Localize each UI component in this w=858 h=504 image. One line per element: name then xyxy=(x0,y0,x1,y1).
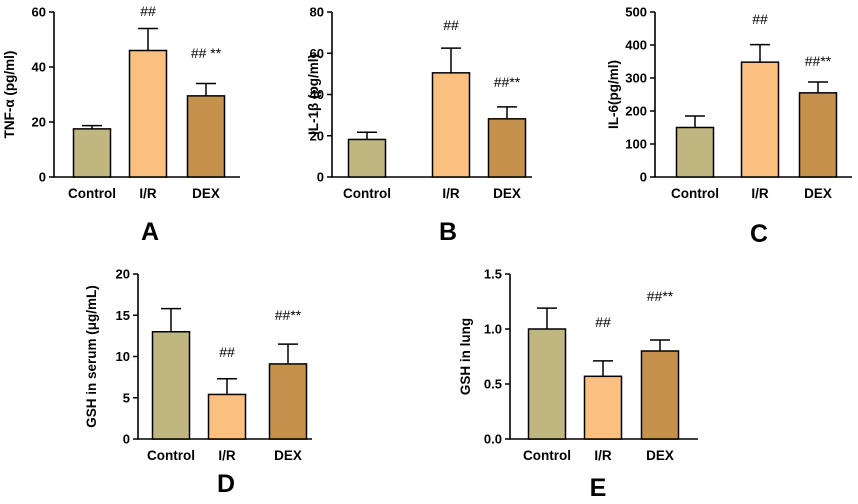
panel-a: 0 20 40 60 TNF-α (pg/ml) Control I/R ## DEX ## **… xyxy=(2,3,240,246)
y-tick-label: 80 xyxy=(310,5,324,20)
panel-label: C xyxy=(750,220,768,248)
x-tick-label: DEX xyxy=(274,448,302,463)
y-tick-label: 20 xyxy=(310,128,324,143)
bar-ir xyxy=(431,72,471,178)
y-tick-label: 40 xyxy=(310,87,324,102)
bar-dex xyxy=(268,363,308,440)
bar-dex xyxy=(186,95,226,178)
significance-label: ## xyxy=(595,314,611,330)
x-tick-label: Control xyxy=(147,448,195,463)
y-axis-title: GSH in lung xyxy=(458,318,473,395)
y-axis-title: IL-6(pg/ml) xyxy=(606,60,621,129)
y-tick-label: 20 xyxy=(32,115,46,130)
x-tick-label: DEX xyxy=(646,448,674,463)
panel-b: 0 20 40 60 80 IL-1β (pg/ml) Control I/R ## DEX ##*… xyxy=(306,5,532,246)
x-tick-label: DEX xyxy=(192,186,220,201)
y-axis-title: IL-1β (pg/ml) xyxy=(306,54,321,135)
bar-dex xyxy=(640,350,680,440)
bar-ir xyxy=(740,61,780,178)
bar-control xyxy=(527,328,567,440)
x-tick-label: Control xyxy=(523,448,571,463)
y-tick-label: 15 xyxy=(116,308,130,323)
y-tick-label: 20 xyxy=(116,267,130,282)
y-tick-label: 200 xyxy=(625,104,647,119)
x-tick-label: DEX xyxy=(493,186,521,201)
y-tick-label: 0 xyxy=(640,170,647,185)
bar-control xyxy=(151,331,191,440)
significance-label: ## xyxy=(140,3,156,19)
x-tick-label: I/R xyxy=(218,448,236,463)
panel-label: A xyxy=(141,218,159,246)
bar-ir xyxy=(207,393,247,440)
y-tick-label: 500 xyxy=(625,5,647,20)
y-tick-label: 60 xyxy=(310,46,324,61)
x-tick-label: DEX xyxy=(804,186,832,201)
y-axis-title: GSH in serum (μg/mL) xyxy=(84,285,99,428)
significance-label: ## xyxy=(443,17,459,33)
bar-control xyxy=(675,126,715,178)
panel-d: 0 5 10 15 20 GSH in serum (μg/mL) Control I/R ##… xyxy=(84,267,312,498)
y-tick-label: 0 xyxy=(123,432,130,447)
panel-c: 0 100 200 300 400 500 IL-6(pg/ml) Control I/R ## D… xyxy=(606,5,852,248)
significance-label: ##** xyxy=(805,53,832,69)
significance-label: ##** xyxy=(494,74,521,90)
y-tick-label: 10 xyxy=(116,349,130,364)
y-tick-label: 1.0 xyxy=(484,322,502,337)
significance-label: ##** xyxy=(647,288,674,304)
y-tick-label: 400 xyxy=(625,38,647,53)
panel-label: E xyxy=(590,474,607,502)
y-tick-label: 0.0 xyxy=(484,432,502,447)
significance-label: ## ** xyxy=(191,45,222,61)
bar-dex xyxy=(798,92,838,178)
bar-dex xyxy=(487,118,527,178)
x-tick-label: I/R xyxy=(442,186,460,201)
y-axis-title: TNF-α (pg/ml) xyxy=(2,51,17,139)
y-tick-label: 0 xyxy=(317,170,324,185)
y-tick-label: 60 xyxy=(32,5,46,20)
bar-ir xyxy=(128,49,168,178)
y-tick-label: 0 xyxy=(39,170,46,185)
y-tick-label: 1.5 xyxy=(484,267,502,282)
panel-label: D xyxy=(217,470,235,498)
x-tick-label: I/R xyxy=(594,448,612,463)
y-tick-label: 300 xyxy=(625,71,647,86)
bar-control xyxy=(72,128,112,178)
y-tick-label: 40 xyxy=(32,60,46,75)
y-tick-label: 0.5 xyxy=(484,377,502,392)
y-tick-label: 5 xyxy=(123,390,130,405)
bar-control xyxy=(347,138,387,178)
x-tick-label: I/R xyxy=(139,186,157,201)
significance-label: ## xyxy=(219,344,235,360)
significance-label: ## xyxy=(752,11,768,27)
y-tick-label: 100 xyxy=(625,137,647,152)
x-tick-label: Control xyxy=(68,186,116,201)
panel-e: 0.0 0.5 1.0 1.5 GSH in lung Control I/R ## DEX ##… xyxy=(458,267,698,502)
bar-ir xyxy=(583,375,623,440)
significance-label: ##** xyxy=(275,307,302,323)
x-tick-label: Control xyxy=(671,186,719,201)
x-tick-label: I/R xyxy=(751,186,769,201)
x-tick-label: Control xyxy=(343,186,391,201)
panel-label: B xyxy=(439,218,457,246)
